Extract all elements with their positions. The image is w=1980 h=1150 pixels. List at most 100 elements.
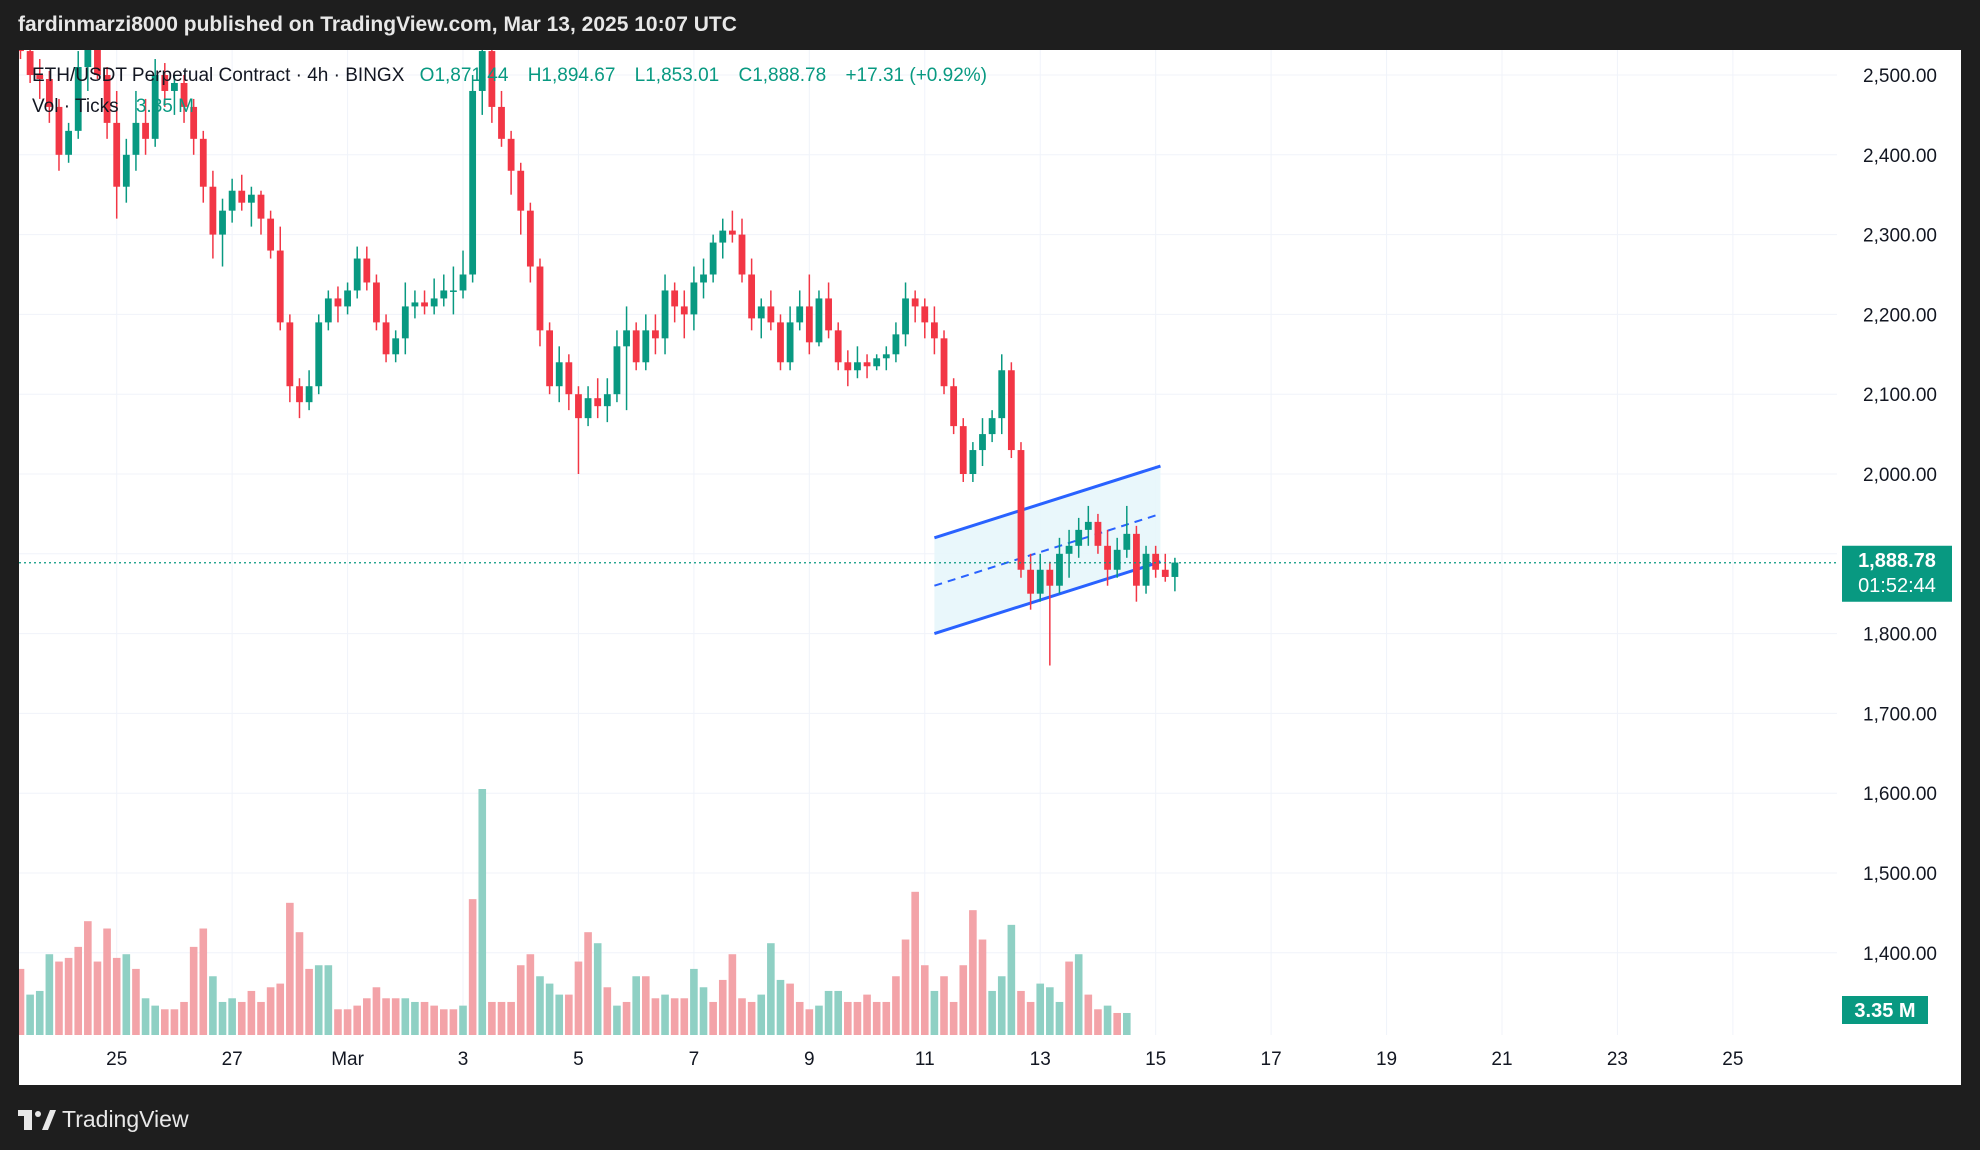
symbol-title[interactable]: ETH/USDT Perpetual Contract · 4h · BINGX [32, 65, 405, 86]
candle-body [382, 322, 390, 355]
volume-bar [488, 1001, 496, 1035]
volume-bar [1017, 990, 1025, 1035]
volume-bar [709, 1001, 717, 1035]
volume-bar [574, 961, 583, 1035]
candle-body [1152, 553, 1160, 570]
y-tick-label: 2,200.00 [1863, 305, 1937, 326]
candle-body [199, 138, 207, 187]
volume-bar [680, 998, 689, 1035]
volume-bar [584, 932, 592, 1035]
chart-area[interactable]: 2,500.00 2,400.00 2,300.00 2,200.00 2,100.00… [19, 50, 1961, 1085]
volume-bar [718, 979, 727, 1035]
volume-bar [959, 965, 968, 1035]
candle-body [902, 298, 909, 335]
volume-bar [642, 976, 650, 1035]
tradingview-brand[interactable]: TradingView [18, 1106, 189, 1133]
published-text: fardinmarzi8000 published on TradingView… [18, 13, 737, 36]
volume-bar [978, 939, 987, 1035]
candle-body [1056, 553, 1063, 586]
volume-bar [911, 891, 919, 1035]
brand-name: TradingView [62, 1106, 189, 1132]
volume-bar [834, 990, 842, 1035]
volume-bar [1074, 954, 1083, 1035]
ohlc-legend[interactable]: ETH/USDT Perpetual Contract · 4h · BINGX… [32, 65, 987, 87]
volume-bar [651, 998, 660, 1035]
volume-bar [497, 1001, 506, 1035]
volume-bar [199, 928, 208, 1035]
candle-body [171, 82, 178, 91]
candle-body [373, 282, 380, 323]
candle-body [526, 210, 534, 267]
volume-bar [632, 976, 640, 1035]
tradingview-logo-icon [18, 1109, 56, 1130]
candle-body [440, 290, 448, 299]
footer: TradingView [0, 1085, 1980, 1150]
x-tick-label: 5 [573, 1049, 584, 1070]
volume-bar [209, 976, 217, 1035]
volume-bar [1055, 1001, 1064, 1035]
candle-body [238, 190, 246, 203]
candle-body [334, 298, 342, 307]
volume-bar [93, 961, 102, 1035]
volume-bar [949, 1001, 958, 1035]
x-tick-label: 13 [1030, 1049, 1051, 1070]
volume-bar [670, 998, 679, 1035]
candle-body [1017, 450, 1025, 570]
volume-bar [920, 965, 929, 1035]
candle-body [296, 386, 303, 403]
candle-body [1161, 569, 1169, 577]
candle-body [1142, 553, 1150, 586]
volume-bar [257, 1001, 265, 1035]
price-chart[interactable]: 2,500.00 2,400.00 2,300.00 2,200.00 2,100.00… [19, 50, 1961, 1085]
volume-bar [391, 998, 400, 1035]
volume-legend[interactable]: Vol · Ticks 3.35 M [32, 96, 194, 118]
candle-body [652, 330, 659, 339]
candle-body [546, 330, 553, 387]
candle-body [805, 306, 813, 343]
candle-body [209, 186, 217, 235]
candle-body [825, 298, 832, 331]
volume-bar [738, 998, 746, 1035]
volume-label[interactable]: Vol · Ticks [32, 96, 119, 117]
volume-bar [74, 946, 83, 1035]
candle-body [26, 51, 34, 75]
candle-body [565, 362, 573, 395]
grid [19, 50, 1837, 1035]
candle-body [55, 106, 63, 155]
candle-body [1123, 533, 1131, 550]
candle-body [94, 50, 101, 75]
volume-bar [699, 987, 708, 1035]
volume-bar [555, 994, 564, 1035]
volume-bar [1036, 983, 1045, 1035]
volume-bar [170, 1009, 179, 1035]
volume-bar [661, 994, 669, 1035]
candle-body [642, 330, 650, 363]
parallel-channel[interactable] [933, 464, 1161, 636]
candle-body [1027, 569, 1034, 594]
volume-bar [997, 976, 1006, 1035]
y-tick-label: 2,000.00 [1863, 465, 1937, 486]
volume-bar [565, 994, 573, 1035]
candle-body [161, 75, 169, 91]
candle-body [988, 418, 996, 435]
volume-bar [459, 1005, 467, 1035]
time-axis[interactable]: 25 27 Mar 3 5 7 9 11 13 15 17 19 21 23 25 [106, 1049, 1743, 1070]
price-axis[interactable]: 2,500.00 2,400.00 2,300.00 2,200.00 2,100.00… [1863, 66, 1937, 965]
volume-bar [161, 1009, 169, 1035]
volume-bar [122, 954, 131, 1035]
candle-body [363, 258, 371, 283]
volume-bar [324, 965, 333, 1035]
candle-body [767, 306, 775, 323]
candle-body [892, 334, 900, 355]
candle-body [219, 210, 226, 235]
candle-body [998, 370, 1006, 419]
candle-body [190, 106, 198, 139]
volume-bar [430, 1005, 438, 1035]
candle-body [517, 170, 525, 211]
volume-bar [218, 1001, 227, 1035]
volume-bar [507, 1001, 515, 1035]
candle-body [623, 330, 630, 347]
volume-bar [295, 932, 304, 1035]
volume-bar [189, 946, 198, 1035]
ohlc-open: O1,871.44 [419, 65, 509, 86]
